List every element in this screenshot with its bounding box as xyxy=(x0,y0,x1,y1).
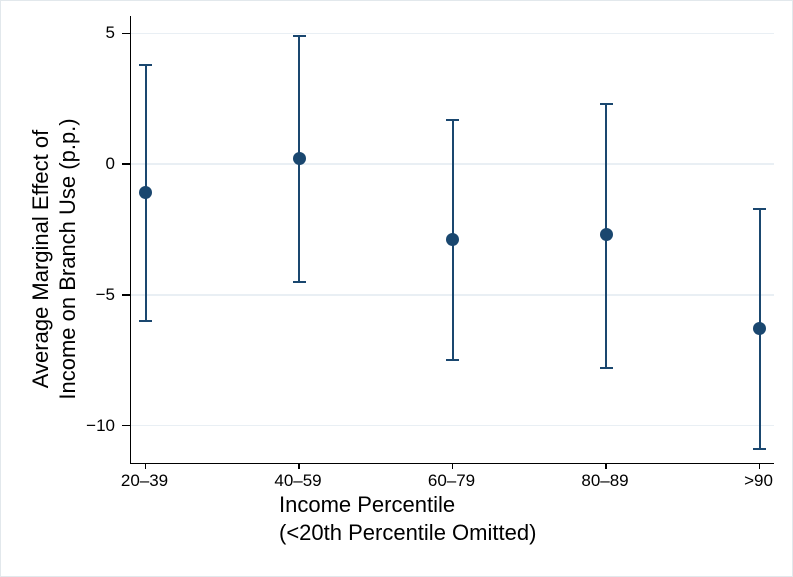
ci-cap-bottom xyxy=(599,367,613,370)
y-gridline xyxy=(131,32,774,34)
x-tick-label: >90 xyxy=(744,471,773,490)
x-tick-label: 60–79 xyxy=(427,471,476,490)
y-tick-label: 5 xyxy=(105,23,115,43)
ci-cap-bottom xyxy=(292,280,306,283)
plot-area xyxy=(122,16,774,469)
y-tick-label: −5 xyxy=(95,284,115,304)
y-tick-label: 0 xyxy=(105,154,115,174)
ci-cap-top xyxy=(446,118,459,121)
x-tick-label: 80–89 xyxy=(581,471,629,490)
ci-cap-top xyxy=(753,207,766,210)
x-axis-tick xyxy=(144,463,147,469)
x-axis-tick xyxy=(758,463,761,469)
x-axis-tick xyxy=(451,463,454,469)
ci-cap-bottom xyxy=(446,359,459,362)
x-tick-label: 40–59 xyxy=(274,471,322,490)
y-axis-tick xyxy=(122,294,131,296)
point-estimate-marker xyxy=(753,322,766,336)
y-axis-tick xyxy=(122,424,131,427)
x-tick-label: 20–39 xyxy=(120,471,169,490)
x-axis-title-line-2: (<20th Percentile Omitted) xyxy=(279,520,537,545)
ci-cap-bottom xyxy=(753,448,766,451)
point-estimate-marker xyxy=(139,186,152,200)
ci-cap-bottom xyxy=(139,319,152,322)
x-axis-tick xyxy=(298,463,300,469)
x-axis-tick xyxy=(605,463,607,469)
y-axis-tick xyxy=(122,32,131,34)
x-axis-title-line-1: Income Percentile xyxy=(279,492,456,517)
point-estimate-marker xyxy=(292,152,306,166)
x-axis-title: Income Percentile (<20th Percentile Omit… xyxy=(279,491,536,547)
ci-cap-top xyxy=(292,34,306,37)
y-tick-label: −10 xyxy=(86,415,115,435)
point-estimate-marker xyxy=(599,228,613,242)
y-gridline xyxy=(131,424,774,427)
ci-cap-top xyxy=(599,102,613,105)
point-estimate-marker xyxy=(446,233,459,247)
y-axis-tick xyxy=(122,163,131,165)
ci-cap-top xyxy=(139,63,152,66)
